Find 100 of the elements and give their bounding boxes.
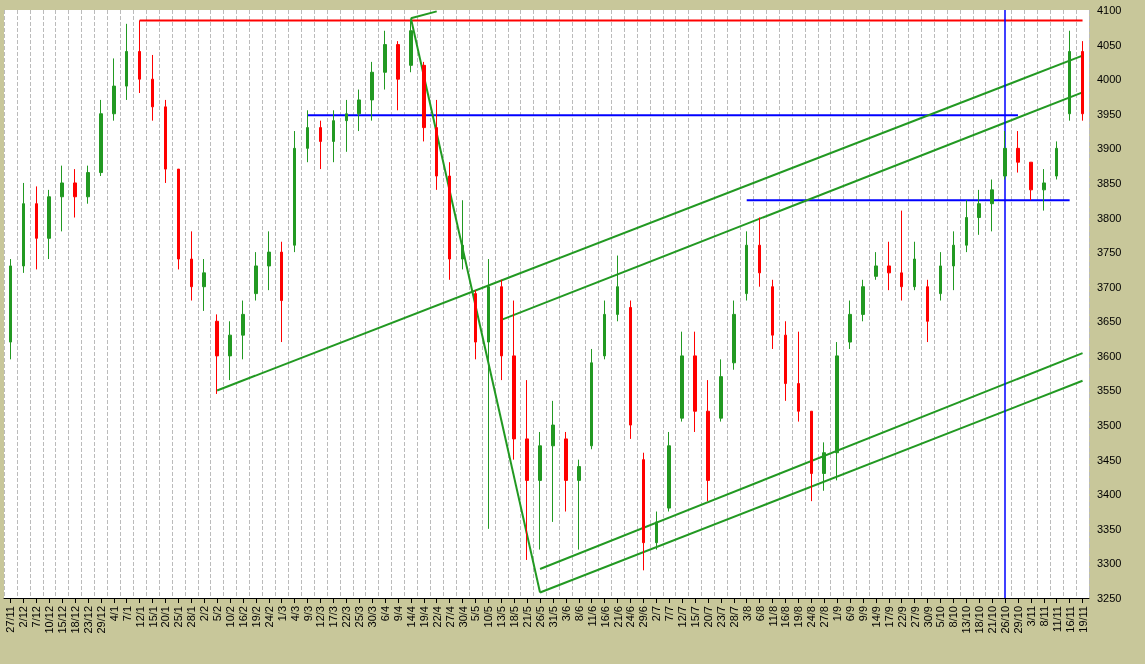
x-tick-label: 8/10	[947, 606, 960, 628]
x-tick-label: 10/5	[482, 606, 495, 628]
y-tick-label: 3750	[1097, 246, 1122, 259]
x-tick-label: 4/1	[107, 606, 120, 622]
x-tick-label: 3/6	[559, 606, 572, 622]
x-tick-label: 25/1	[172, 606, 185, 628]
x-tick-label: 30/9	[921, 606, 934, 628]
x-tick-label: 30/4	[456, 606, 469, 628]
x-tick-label: 18/10	[973, 606, 986, 634]
x-tick-label: 25/3	[353, 606, 366, 628]
x-tick-label: 12/3	[314, 606, 327, 628]
x-tick-label: 5/5	[469, 606, 482, 622]
x-tick-label: 27/4	[443, 606, 456, 628]
x-tick-label: 1/9	[831, 606, 844, 622]
y-tick-label: 3850	[1097, 176, 1122, 189]
x-tick-label: 30/3	[366, 606, 379, 628]
x-tick-label: 13/5	[495, 606, 508, 628]
x-tick-label: 16/11	[1063, 606, 1076, 633]
x-tick-label: 7/12	[30, 606, 43, 628]
x-tick-label: 23/7	[714, 606, 727, 628]
x-tick-label: 9/3	[301, 606, 314, 622]
x-tick-label: 6/4	[379, 606, 392, 622]
y-tick-label: 3450	[1097, 453, 1122, 466]
x-tick-label: 31/5	[546, 606, 559, 628]
x-tick-label: 17/3	[327, 606, 340, 628]
x-tick-label: 11/11	[1050, 606, 1063, 632]
y-tick-label: 3350	[1097, 522, 1122, 535]
x-tick-label: 27/8	[818, 606, 831, 628]
y-tick-label: 3250	[1097, 592, 1122, 604]
x-tick-label: 3/11	[1024, 606, 1037, 627]
x-tick-label: 19/2	[249, 606, 262, 628]
x-tick-label: 14/4	[404, 606, 417, 628]
x-tick-label: 19/4	[417, 606, 430, 628]
x-tick-label: 15/7	[689, 606, 702, 628]
x-tick-label: 15/1	[146, 606, 159, 628]
x-tick-label: 8/11	[1037, 606, 1050, 627]
y-tick-label: 3400	[1097, 488, 1122, 501]
y-tick-label: 4050	[1097, 38, 1122, 51]
x-tick-label: 13/10	[960, 606, 973, 634]
y-tick-label: 3800	[1097, 211, 1122, 224]
x-tick-label: 29/6	[637, 606, 650, 628]
x-tick-label: 24/6	[624, 606, 637, 628]
x-tick-label: 5/2	[211, 606, 224, 622]
x-tick-label: 12/7	[676, 606, 689, 628]
x-tick-label: 10/2	[224, 606, 237, 628]
x-tick-label: 16/6	[598, 606, 611, 628]
x-tick-label: 11/8	[766, 606, 779, 627]
y-tick-label: 4000	[1097, 73, 1122, 86]
y-tick-label: 3900	[1097, 142, 1122, 155]
y-tick-label: 3950	[1097, 107, 1122, 120]
y-tick-label: 4100	[1097, 4, 1122, 16]
x-tick-label: 12/1	[133, 606, 146, 628]
x-tick-label: 14/9	[869, 606, 882, 628]
x-tick-label: 5/10	[934, 606, 947, 628]
x-tick-label: 18/12	[69, 606, 82, 634]
x-tick-label: 24/8	[805, 606, 818, 628]
x-tick-label: 20/1	[159, 606, 172, 628]
y-tick-label: 3700	[1097, 280, 1122, 293]
x-tick-label: 21/10	[986, 606, 999, 634]
x-tick-label: 29/10	[1011, 606, 1024, 634]
x-tick-label: 18/5	[508, 606, 521, 628]
y-tick-label: 3500	[1097, 419, 1122, 432]
x-tick-label: 23/12	[81, 606, 94, 634]
x-tick-label: 19/11	[1076, 606, 1089, 633]
x-tick-label: 8/6	[572, 606, 585, 622]
x-tick-label: 7/7	[663, 606, 676, 622]
x-tick-label: 1/3	[275, 606, 288, 622]
x-tick-label: 3/8	[740, 606, 753, 622]
x-tick-label: 6/8	[753, 606, 766, 622]
y-tick-label: 3600	[1097, 349, 1122, 362]
x-tick-label: 9/9	[856, 606, 869, 622]
x-tick-label: 26/10	[999, 606, 1012, 634]
x-tick-label: 11/6	[585, 606, 598, 627]
x-tick-label: 2/12	[17, 606, 30, 628]
y-tick-label: 3300	[1097, 557, 1122, 570]
x-tick-label: 19/8	[792, 606, 805, 628]
x-tick-label: 28/7	[727, 606, 740, 628]
x-tick-label: 2/2	[198, 606, 211, 622]
x-tick-label: 26/5	[534, 606, 547, 628]
y-tick-label: 3550	[1097, 384, 1122, 397]
y-tick-label: 3650	[1097, 315, 1122, 328]
x-tick-label: 16/2	[236, 606, 249, 628]
x-tick-label: 9/4	[391, 606, 404, 622]
x-tick-label: 17/9	[882, 606, 895, 628]
x-tick-label: 21/5	[521, 606, 534, 628]
x-tick-label: 16/8	[779, 606, 792, 628]
x-tick-label: 2/7	[650, 606, 663, 622]
x-tick-label: 27/11	[4, 606, 17, 633]
x-tick-label: 6/9	[844, 606, 857, 622]
x-tick-label: 7/1	[120, 606, 133, 622]
x-tick-label: 20/7	[701, 606, 714, 628]
x-tick-label: 4/3	[288, 606, 301, 622]
x-tick-label: 15/12	[56, 606, 69, 634]
x-tick-label: 28/1	[185, 606, 198, 628]
x-tick-label: 10/12	[43, 606, 56, 634]
x-tick-label: 21/6	[611, 606, 624, 628]
x-tick-label: 29/12	[94, 606, 107, 634]
x-tick-label: 24/2	[262, 606, 275, 628]
x-tick-label: 22/9	[895, 606, 908, 628]
x-tick-label: 22/4	[430, 606, 443, 628]
